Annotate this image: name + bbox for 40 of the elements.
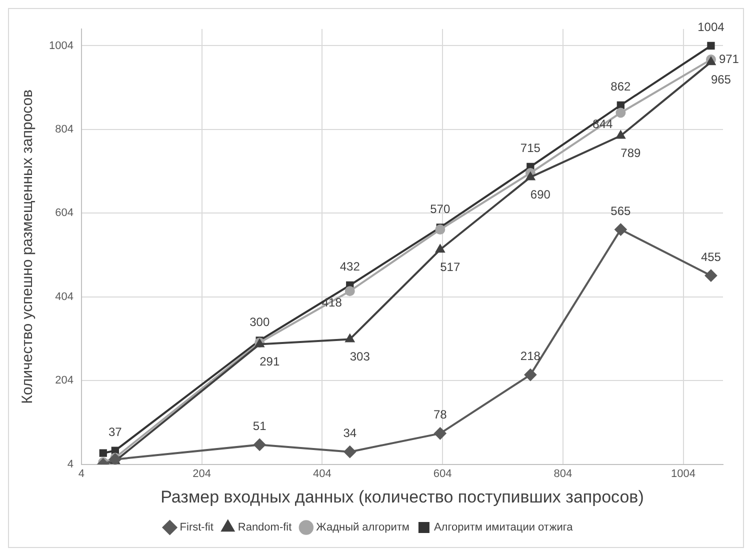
data-label: 690 <box>530 188 551 202</box>
y-tick-label: 1004 <box>48 40 74 52</box>
data-label: 971 <box>718 52 740 66</box>
data-label: 34 <box>343 426 357 440</box>
data-label: 432 <box>340 260 360 274</box>
data-label: 862 <box>610 80 632 94</box>
data-label: 303 <box>350 350 370 364</box>
x-tick-label: 4 <box>78 468 85 480</box>
data-label: 565 <box>610 204 632 218</box>
y-tick-label: 4 <box>67 458 74 470</box>
data-label: 844 <box>592 117 614 132</box>
data-label: 517 <box>440 260 460 274</box>
legend-label: Жадный алгоритм <box>316 522 410 534</box>
data-label: 78 <box>433 408 448 422</box>
data-label: 37 <box>108 424 122 439</box>
data-label: 51 <box>252 419 267 434</box>
data-label: 291 <box>260 354 280 369</box>
data-label: 789 <box>620 146 642 160</box>
data-label: 965 <box>710 72 732 86</box>
y-tick-label: 804 <box>55 124 74 136</box>
y-tick-label: 204 <box>55 374 74 387</box>
y-axis-title: Количество успешно размещенных запросов <box>19 89 36 404</box>
x-tick-label: 204 <box>192 468 212 480</box>
y-tick-label: 404 <box>55 290 74 303</box>
data-label: 418 <box>322 295 342 310</box>
data-label: 1004 <box>698 20 725 34</box>
y-tick-label: 604 <box>55 207 74 220</box>
legend-label: Random-fit <box>238 522 292 534</box>
data-label: 715 <box>520 141 541 156</box>
data-label: 300 <box>250 314 270 329</box>
x-axis-title: Размер входных данных (количество поступивших запросов) <box>160 487 644 506</box>
x-tick-label: 604 <box>433 468 452 480</box>
data-label: 218 <box>520 349 541 364</box>
x-tick-label: 404 <box>313 468 332 480</box>
data-label: 570 <box>430 202 450 216</box>
legend-label: Алгоритм имитации отжига <box>434 522 574 534</box>
data-label: 455 <box>700 250 722 264</box>
x-tick-label: 1004 <box>671 468 696 480</box>
legend-label: First-fit <box>180 522 214 534</box>
x-tick-label: 804 <box>554 468 572 480</box>
